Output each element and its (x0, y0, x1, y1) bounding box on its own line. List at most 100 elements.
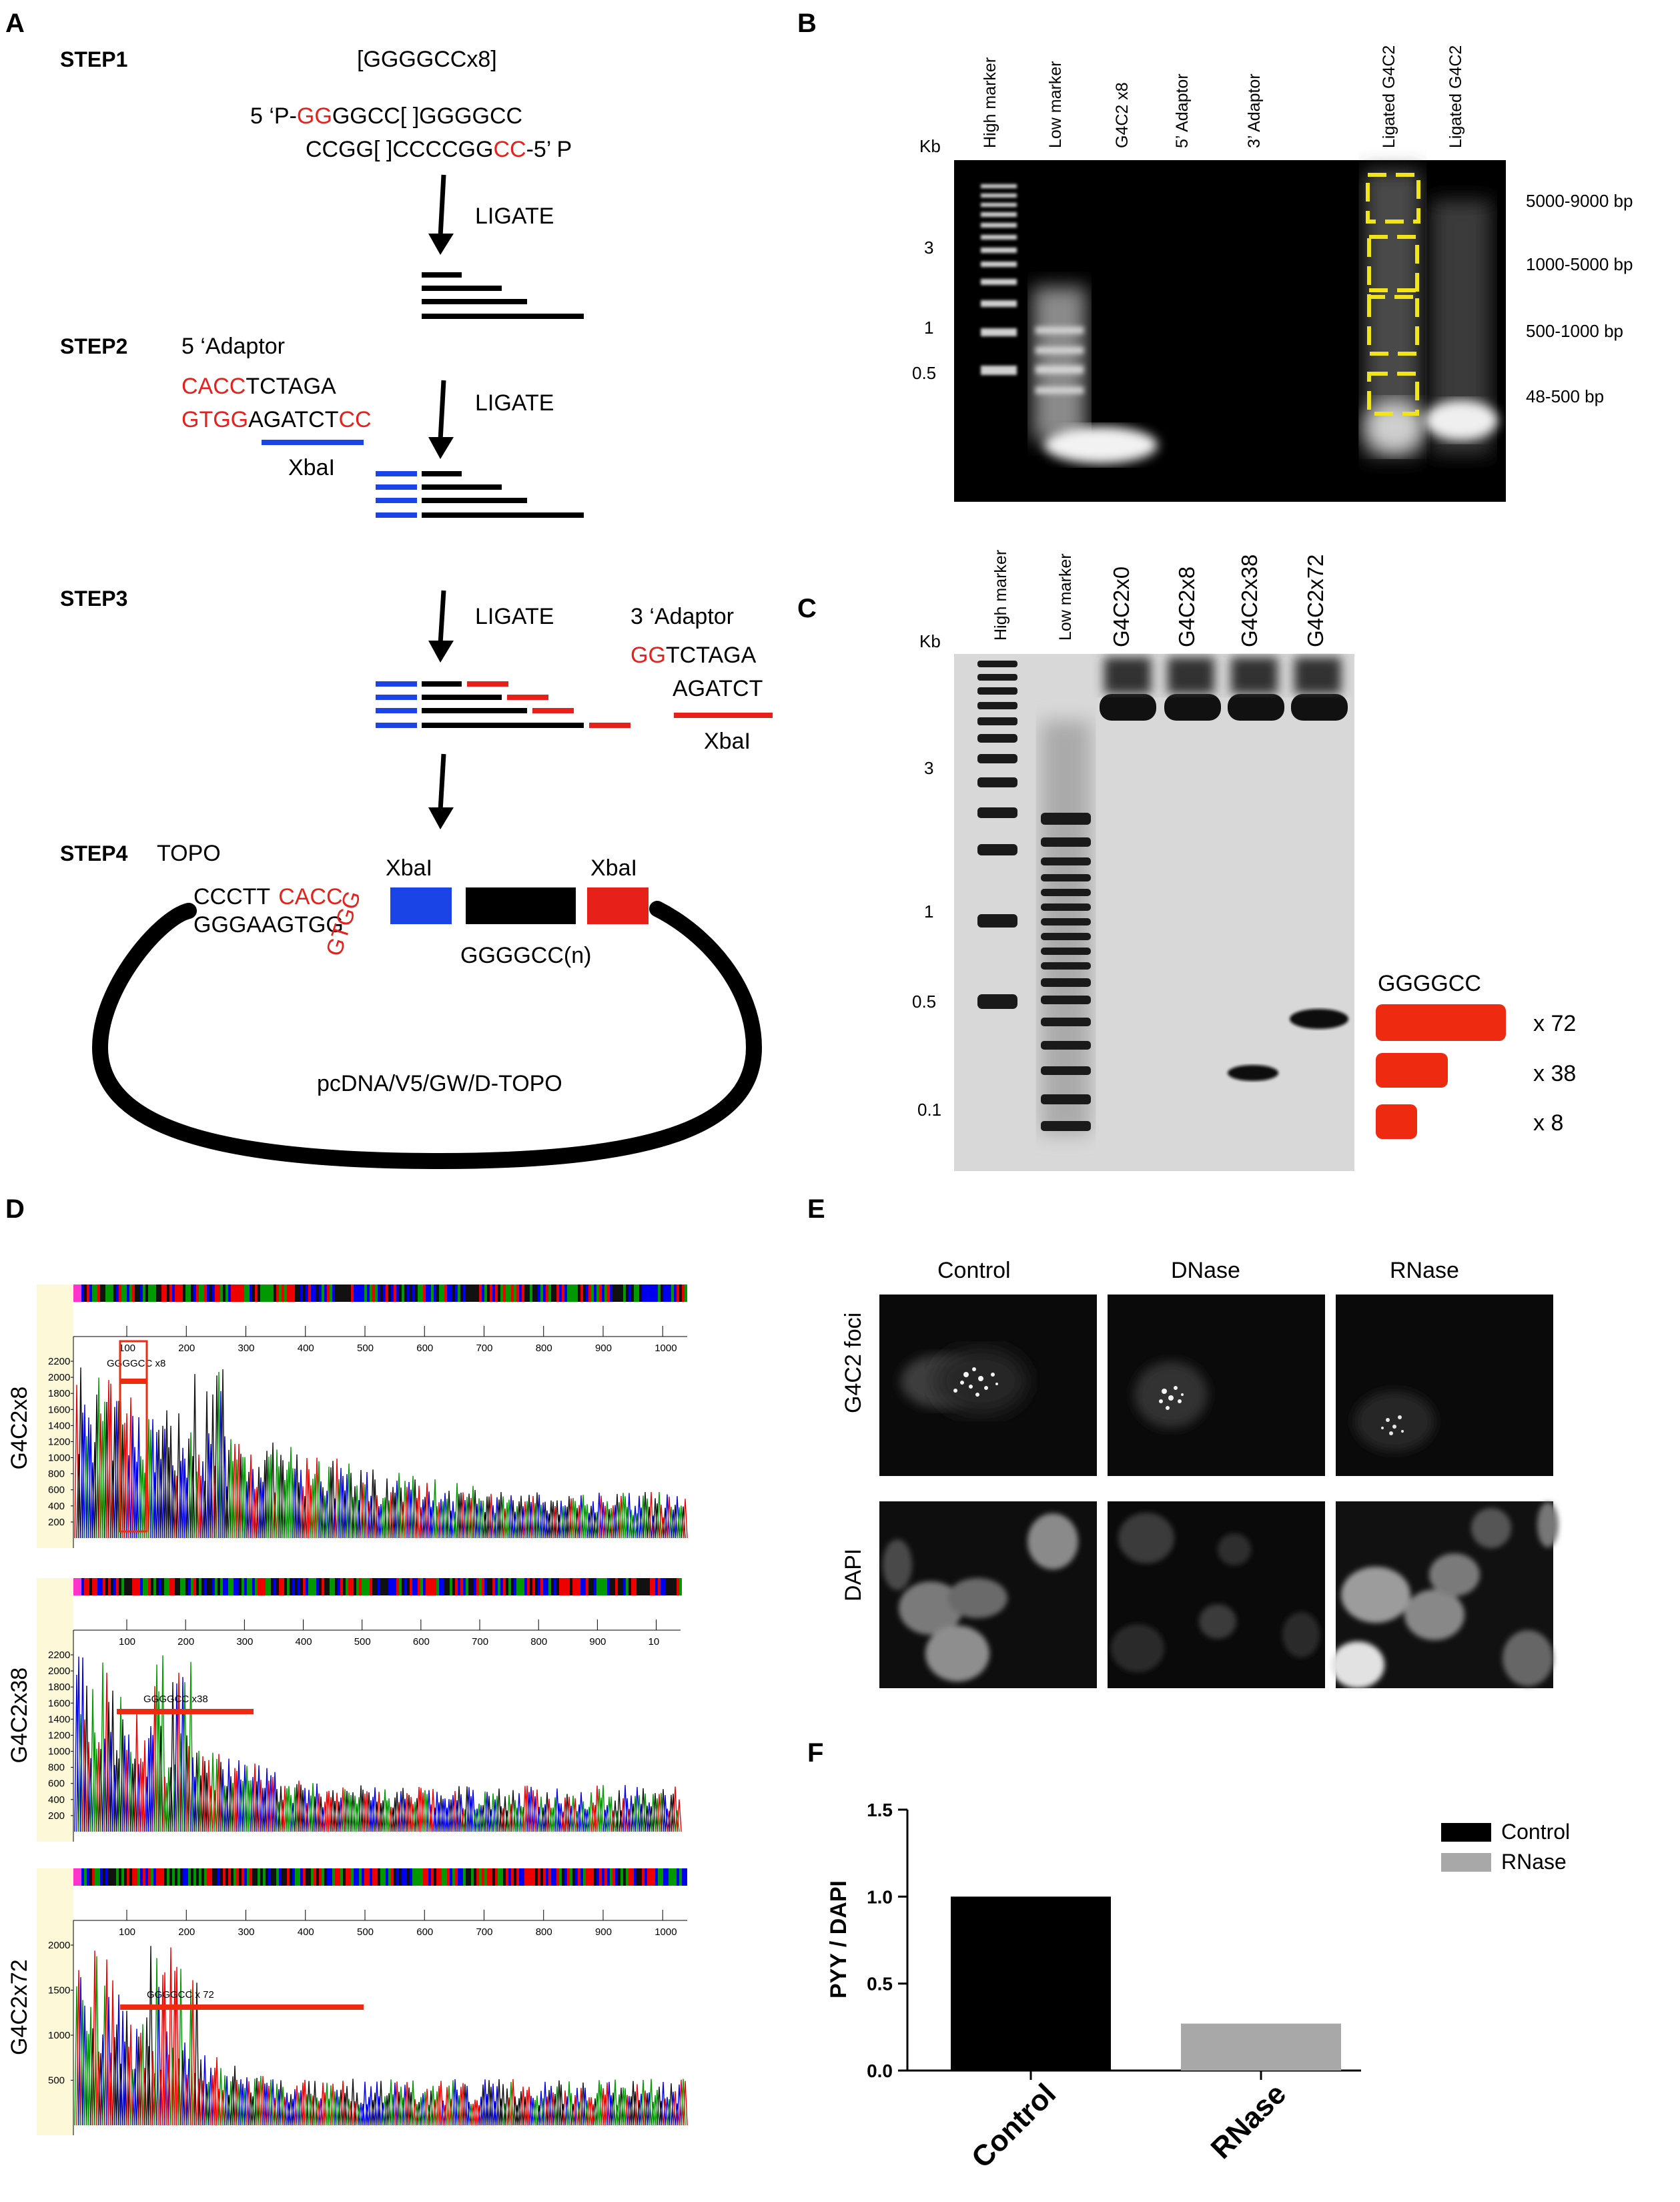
panel-label-c: C (797, 594, 817, 623)
trace-panel-0: G4C2x8 100 200 300 400 500 600 700 800 900 1000 220… (7, 1284, 688, 1548)
col-dnase: DNase (1171, 1258, 1240, 1283)
trace-xtick: 400 (296, 1636, 312, 1647)
lane-label-c-5: G4C2x72 (1303, 555, 1328, 647)
xbai-box-red (587, 887, 649, 924)
chromatogram (74, 1367, 688, 1539)
repeat-region-label: GGGGCC x8 (107, 1358, 165, 1369)
repeat-label: [GGGGCCx8] (357, 47, 497, 72)
trace-ytick: 1000 (48, 1746, 70, 1758)
trace-ytick: 1000 (48, 1453, 70, 1464)
fragments-with-5adaptor (376, 471, 584, 518)
trace-xtick: 800 (530, 1636, 547, 1647)
trace-panel-1: G4C2x38 100 200 300 400 500 600 700 800 900 10 2200… (7, 1578, 682, 1842)
trace-ytick: 2200 (48, 1356, 70, 1367)
kb-label-c: Kb (919, 631, 941, 651)
trace-ytick: 600 (48, 1485, 65, 1496)
legend-label-1: RNase (1501, 1850, 1567, 1874)
trace-xtick: 600 (413, 1636, 430, 1647)
trace-xtick: 200 (178, 1926, 195, 1938)
trace-ytick: 400 (48, 1794, 65, 1806)
base-call-stripe (73, 1578, 682, 1595)
trace-ytick: 1400 (48, 1714, 70, 1725)
chromatogram (74, 1655, 682, 1832)
panel-label-b: B (797, 9, 817, 38)
insert-box (466, 887, 576, 924)
trace-xtick: 300 (238, 1926, 254, 1938)
lane-label-c-2: G4C2x0 (1109, 567, 1134, 647)
trace-xtick: 900 (595, 1343, 612, 1354)
trace-ytick: 400 (48, 1501, 65, 1512)
panel-label-d: D (5, 1194, 25, 1224)
lane-label-c-4: G4C2x38 (1237, 555, 1262, 647)
panel-f: F 0.0 0.5 1.0 1.5 PYY / DAPI Control RNase Cont… (807, 1738, 1570, 2175)
lane-label-b-1: Low marker (1046, 61, 1065, 148)
trace-xtick: 700 (472, 1636, 488, 1647)
trace-xtick: 600 (416, 1343, 433, 1354)
arrow-4 (438, 753, 446, 811)
panel-c: C Kb High marker Low marker G4C2x0 G4C2x8 G4… (797, 550, 1576, 1171)
base-call-stripe (73, 1284, 687, 1302)
trace-ytick: 1600 (48, 1698, 70, 1709)
legend-c-title: GGGGCC (1378, 971, 1481, 996)
trace-xtick: 300 (238, 1343, 254, 1354)
repeat-region-label: GGGGCC x 72 (147, 1989, 214, 2000)
xbai-label-3: XbaI (386, 855, 432, 881)
trace-xtick: 200 (177, 1636, 194, 1647)
plasmid-ring (91, 901, 763, 1170)
tick-b-1: 1 (924, 318, 933, 338)
lane-labels-b: High marker Low marker G4C2 x8 5’ Adaptor 3’… (981, 45, 1465, 148)
adaptor5-bottom: GTGGAGATCTCC (181, 407, 372, 432)
trace-xtick: 100 (119, 1926, 135, 1938)
trace-ytick: 1800 (48, 1388, 70, 1399)
trace-ytick: 2000 (48, 1372, 70, 1383)
tick-c-3: 3 (924, 758, 933, 778)
fragments-with-both-adaptors (376, 681, 631, 728)
panel-label-a: A (5, 9, 25, 38)
trace-xtick: 100 (119, 1636, 135, 1647)
trace-ytick: 2200 (48, 1649, 70, 1661)
trace-ytick: 1200 (48, 1730, 70, 1741)
col-rnase: RNase (1390, 1258, 1459, 1283)
legend-swatch-0 (1441, 1823, 1491, 1842)
trace-ytick: 2000 (48, 1666, 70, 1677)
base-call-stripe (73, 1868, 687, 1886)
trace-xtick: 1000 (655, 1343, 677, 1354)
xbai-label-4: XbaI (590, 855, 637, 881)
ligate-label-3: LIGATE (475, 604, 554, 629)
trace-ytick: 1800 (48, 1682, 70, 1693)
vector-label: pcDNA/V5/GW/D-TOPO (317, 1071, 562, 1096)
lane-label-b-5: Ligated G4C2 (1380, 45, 1398, 148)
trace-xtick: 800 (536, 1343, 552, 1354)
gel-c (954, 654, 1354, 1171)
foci-dots-rnase (1381, 1415, 1404, 1435)
xbai-box-blue (390, 887, 452, 924)
ligate-label-2: LIGATE (475, 390, 554, 416)
trace-ytick: 200 (48, 1810, 65, 1822)
sequencing-traces: G4C2x8 100 200 300 400 500 600 700 800 900 1000 220… (7, 1284, 688, 2135)
lane-label-c-3: G4C2x8 (1174, 567, 1199, 647)
trace-xtick: 900 (589, 1636, 606, 1647)
trace-ytick: 200 (48, 1517, 65, 1528)
trace-xtick: 400 (298, 1926, 314, 1938)
trace-ytick: 1200 (48, 1436, 70, 1447)
trace-ytick: 1000 (48, 2030, 70, 2041)
lane-label-b-6: Ligated G4C2 (1446, 45, 1465, 148)
panel-d: D G4C2x8 100 200 300 400 500 600 700 800 900 1000 2… (5, 1194, 688, 2135)
lane-labels-c: High marker Low marker G4C2x0 G4C2x8 G4C2x38… (991, 550, 1328, 647)
adaptor5-title: 5 ‘Adaptor (181, 334, 285, 359)
arrow-4-head (428, 807, 454, 829)
trace-name: G4C2x38 (7, 1668, 32, 1764)
trace-xtick: 1000 (655, 1926, 677, 1938)
trace-xtick: 900 (595, 1926, 612, 1938)
trace-xtick: 10 (649, 1636, 660, 1647)
y-tick-label: 0.0 (867, 2061, 893, 2081)
panel-label-f: F (807, 1738, 823, 1768)
chromatogram (74, 1946, 688, 2126)
trace-xtick: 100 (119, 1343, 135, 1354)
insert-label: GGGGCC(n) (460, 943, 591, 968)
arrow-1-head (428, 234, 454, 255)
legend-swatch-1 (1441, 1853, 1491, 1872)
tick-b-3: 3 (924, 238, 933, 258)
arrow-2 (438, 380, 446, 441)
lane-label-b-4: 3’ Adaptor (1245, 73, 1264, 148)
